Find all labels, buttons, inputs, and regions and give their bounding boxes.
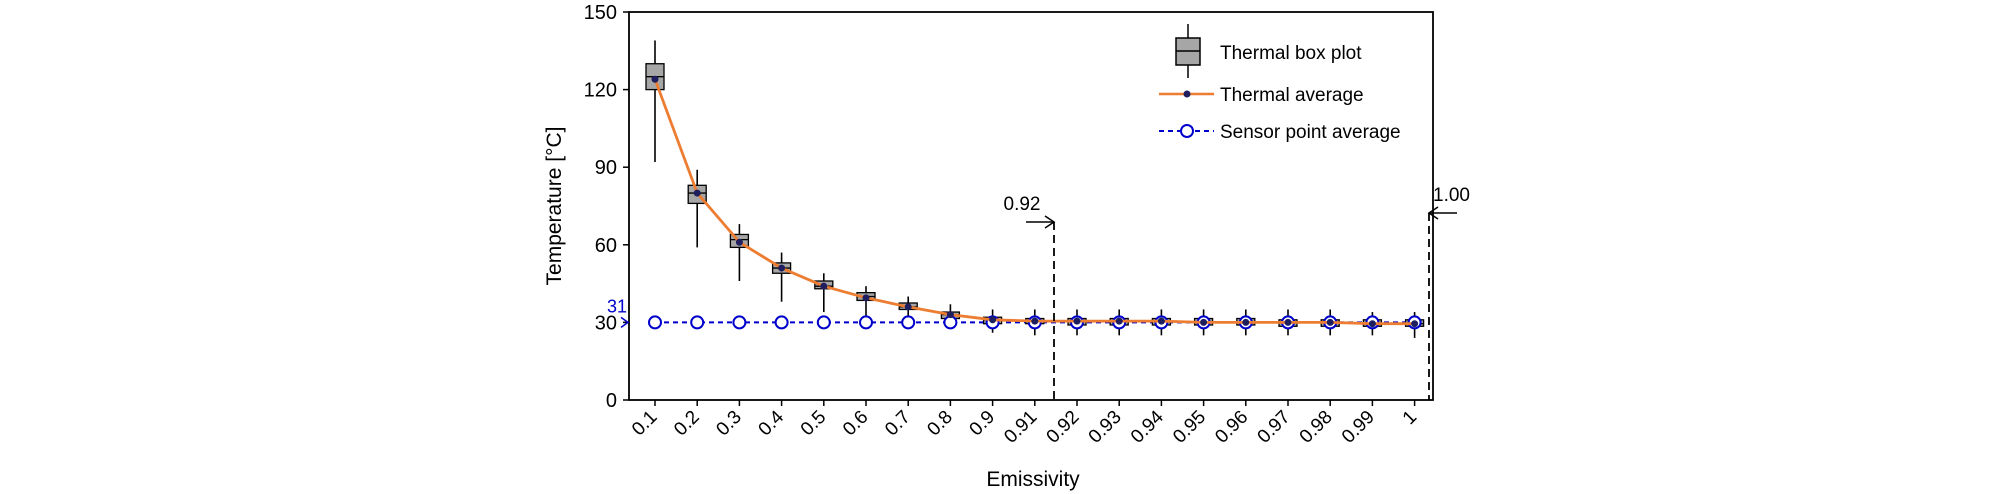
legend-item-sensor-average: Sensor point average: [1159, 122, 1401, 143]
x-tick-label: 1: [1399, 407, 1421, 429]
sensor-average-point: [943, 315, 958, 330]
sensor-average-point: [648, 315, 662, 330]
x-tick-label: 0.92: [1043, 407, 1084, 448]
x-tick-label: 0.96: [1211, 407, 1252, 448]
annotation-arrowhead: [1044, 215, 1056, 229]
y-tick-label: 90: [595, 157, 617, 179]
x-tick-label: 0.97: [1254, 407, 1295, 448]
y-tick-label: 0: [606, 390, 617, 412]
x-axis-label: Emissivity: [986, 468, 1080, 491]
legend-item-box-plot: Thermal box plot: [1175, 24, 1362, 78]
axes: 0 30 60 90 120 150 0.1 0.2 0.3 0.4 0.5 0.6 0.7 0.8 0.9…: [584, 2, 1470, 448]
thermal-average-point: [1200, 318, 1208, 326]
thermal-average-point: [651, 75, 659, 83]
sensor-average-point: [859, 315, 873, 330]
sensor-average-point: [901, 315, 916, 330]
sensor-average-point: [816, 315, 831, 330]
y-tick-label: 150: [584, 2, 617, 24]
thermal-average-point: [989, 316, 997, 324]
thermal-average-point: [1284, 318, 1292, 326]
y-tick-label: 60: [595, 235, 617, 257]
x-tick-label: 0.9: [966, 407, 1000, 441]
thermal-average-point: [693, 189, 701, 197]
x-tick-label: 0.7: [881, 407, 915, 441]
x-tick-label: 0.4: [755, 406, 789, 440]
legend-label-box-plot: Thermal box plot: [1220, 43, 1362, 64]
legend-item-thermal-average: Thermal average: [1159, 85, 1364, 106]
x-tick-label: 0.91: [1000, 407, 1041, 448]
thermal-average-point: [1411, 320, 1419, 328]
thermal-average-point: [946, 311, 954, 319]
thermal-average-point: [1242, 318, 1250, 326]
thermal-average-point: [1326, 318, 1334, 326]
x-tick-label: 0.99: [1338, 407, 1379, 448]
thermal-average-point: [735, 238, 743, 246]
annotation-label: 1.00: [1433, 185, 1470, 206]
sensor-average-point: [732, 315, 747, 330]
y-tick-label: 120: [584, 80, 617, 102]
thermal-average-point: [904, 303, 912, 311]
y-marker-arrow: [620, 316, 630, 329]
thermal-average-point: [1115, 317, 1123, 325]
sensor-average-point: [774, 315, 789, 330]
thermal-average-point: [778, 264, 786, 272]
annotation-arrowhead: [1427, 206, 1439, 220]
thermal-average-point: [1157, 317, 1165, 325]
x-tick-label: 0.6: [839, 407, 873, 441]
x-tick-label: 0.98: [1296, 407, 1337, 448]
x-tick-label: 0.95: [1169, 407, 1210, 448]
x-tick-label: 0.5: [797, 407, 831, 441]
x-tick-label: 0.1: [628, 407, 662, 441]
thermal-average-point: [1073, 317, 1081, 325]
sensor-average-point: [690, 315, 705, 330]
legend-label-thermal-average: Thermal average: [1220, 85, 1364, 106]
thermal-average-point: [862, 294, 870, 302]
thermal-average-point: [820, 282, 828, 290]
plot-frame: [628, 11, 1434, 401]
x-tick-label: 0.8: [923, 407, 957, 441]
y-axis-label: Temperature [°C]: [543, 127, 566, 286]
thermal-average-point: [1368, 320, 1376, 328]
y-tick-label: 30: [595, 312, 617, 334]
x-tick-label: 0.3: [712, 407, 746, 441]
x-tick-label: 0.2: [670, 407, 704, 441]
legend-label-sensor-average: Sensor point average: [1220, 122, 1401, 143]
thermal-average-point: [1031, 317, 1039, 325]
y-marker-label: 31: [607, 296, 627, 316]
annotation-label: 0.92: [1004, 194, 1041, 215]
legend: Thermal box plot Thermal average Sensor …: [1159, 24, 1401, 143]
legend-sensor-marker: [1180, 124, 1194, 138]
legend-thermal-marker: [1183, 90, 1191, 98]
x-tick-label: 0.93: [1085, 407, 1126, 448]
plot-area: [645, 40, 1425, 338]
x-tick-label: 0.94: [1127, 406, 1168, 447]
